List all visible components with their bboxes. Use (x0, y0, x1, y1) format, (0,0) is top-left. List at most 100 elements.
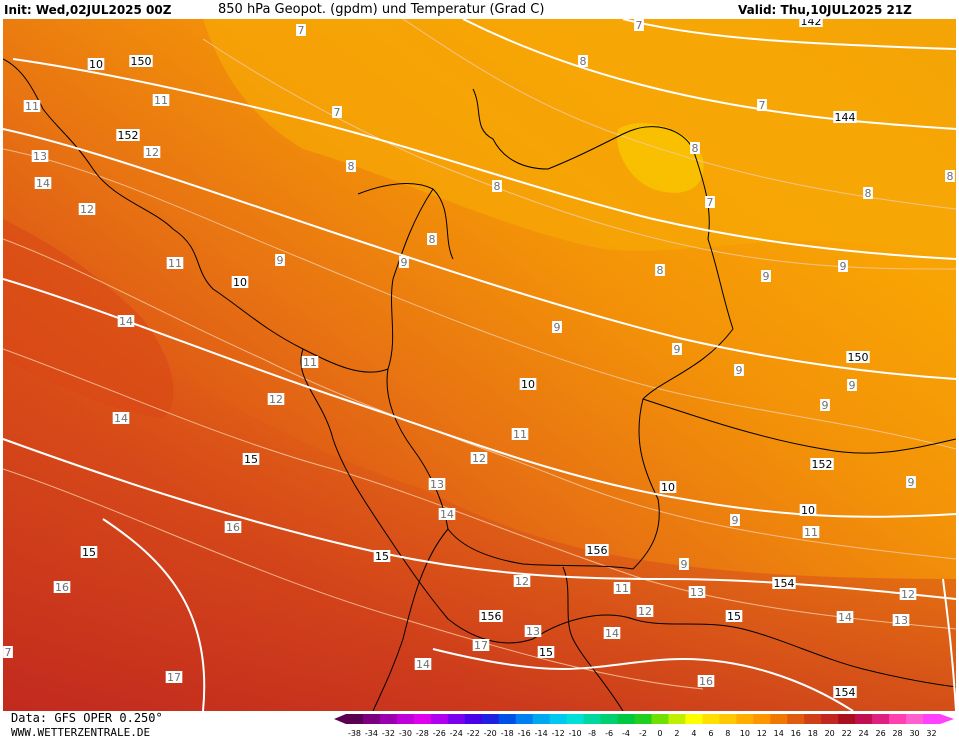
temperature-label-box (267, 393, 285, 405)
temperature-label: 14 (438, 508, 456, 521)
legend-tick: 10 (740, 729, 750, 738)
legend-tick: 22 (842, 729, 852, 738)
temperature-label-text: 9 (908, 476, 915, 489)
geopotential-label-box (537, 646, 555, 658)
temperature-label: 7 (296, 24, 306, 37)
warm-south-zone (3, 299, 956, 711)
temperature-label-box (705, 196, 715, 208)
legend-swatch (685, 714, 703, 724)
temperature-label: 7 (705, 196, 715, 209)
geopotential-label-text: 15 (539, 646, 553, 659)
geopotential-label-box (846, 351, 870, 363)
temperature-label: 8 (863, 187, 873, 200)
temperature-label-text: 17 (474, 639, 488, 652)
temperature-label-box (53, 581, 71, 593)
legend-tick: -22 (467, 729, 480, 738)
temperature-label: 8 (492, 180, 502, 193)
temperature-label-text: 12 (472, 452, 486, 465)
temperature-label-box (470, 452, 488, 464)
legend-tick: 8 (725, 729, 730, 738)
legend-tick: 0 (657, 729, 662, 738)
temperature-label: 7 (332, 106, 342, 119)
temperature-label: 9 (552, 321, 562, 334)
geopotential-label-box (519, 378, 537, 390)
temperature-label: 8 (578, 55, 588, 68)
geopotential-label-box (799, 19, 823, 27)
geopotential-label-text: 10 (661, 481, 675, 494)
legend-swatch (346, 714, 364, 724)
temperature-label-text: 13 (526, 625, 540, 638)
temperature-label: 11 (511, 428, 529, 441)
temperature-label-box (688, 586, 706, 598)
legend-swatch (770, 714, 788, 724)
temperature-label-box (224, 521, 242, 533)
geopotential-label-text: 15 (244, 453, 258, 466)
legend-tick: -28 (416, 729, 429, 738)
legend-swatch (719, 714, 737, 724)
temperature-label: 9 (679, 558, 689, 571)
geopotential-label-text: 10 (233, 276, 247, 289)
geopotential-label-box (772, 577, 796, 589)
legend-swatch (447, 714, 466, 724)
geopotential-label-text: 10 (89, 58, 103, 71)
legend-swatch (889, 714, 907, 724)
legend-tick: -14 (535, 729, 548, 738)
temperature-label-text: 12 (269, 393, 283, 406)
map-header: Init: Wed,02JUL2025 00Z 850 hPa Geopot. … (0, 0, 959, 19)
temperature-label: 12 (899, 588, 917, 601)
temperature-label: 13 (428, 478, 446, 491)
temperature-label-box (143, 146, 161, 158)
geopotential-label-text: 15 (82, 546, 96, 559)
temperature-label-text: 12 (638, 605, 652, 618)
geopotential-label-text: 150 (131, 55, 152, 68)
temperature-label: 12 (267, 393, 285, 406)
temperature-label: 12 (78, 203, 96, 216)
legend-tick: -8 (588, 729, 596, 738)
temperature-label-text: 13 (894, 614, 908, 627)
legend-tick: -38 (348, 729, 361, 738)
geopotential-label-box (833, 111, 857, 123)
temperature-label: 7 (757, 99, 767, 112)
temperature-label-box (296, 24, 306, 36)
temperature-label-box (906, 476, 916, 488)
temperature-label: 11 (301, 356, 319, 369)
legend-swatch (872, 714, 890, 724)
temperature-label-box (679, 558, 689, 570)
geopotential-label: 156 (479, 610, 503, 623)
temperature-label: 12 (513, 575, 531, 588)
temperature-label-box (634, 19, 644, 31)
coolest-spot (617, 123, 704, 193)
legend-swatch (379, 714, 398, 724)
geopotential-label-box (373, 550, 391, 562)
geopotential-label-box (585, 544, 609, 556)
temperature-label-box (655, 264, 665, 276)
legend-tick: -34 (365, 729, 378, 738)
temperature-label-text: 8 (429, 233, 436, 246)
legend-tick: -30 (399, 729, 412, 738)
temperature-label-text: 8 (348, 160, 355, 173)
legend-tick: 4 (691, 729, 696, 738)
temperature-label-box (697, 675, 715, 687)
temperature-label-text: 11 (25, 100, 39, 113)
temperature-label: 14 (112, 412, 130, 425)
temperature-label-text: 8 (947, 170, 954, 183)
temperature-label-text: 8 (494, 180, 501, 193)
legend-tick: 14 (774, 729, 784, 738)
legend-tick: -12 (552, 729, 565, 738)
temperature-label-text: 13 (33, 150, 47, 163)
temperature-label-text: 9 (674, 343, 681, 356)
legend-swatch (498, 714, 517, 724)
temperature-label: 16 (224, 521, 242, 534)
temperature-label-box (838, 260, 848, 272)
temperature-label-text: 12 (80, 203, 94, 216)
geopotential-labels: 150 152 142 144 150 152 154 154 156 156 15 15 15 15 15… (80, 19, 870, 699)
geopotential-label: 152 (116, 129, 140, 142)
legend-swatch (464, 714, 483, 724)
geopotential-label: 10 (659, 481, 677, 494)
temperature-label: 16 (53, 581, 71, 594)
map-title: 850 hPa Geopot. (gpdm) und Temperatur (G… (218, 2, 545, 17)
temperature-legend: -38 -34 -32 -30 -28 -26 -24 -22 -20 -18 -16 -14 -12-… (334, 714, 954, 738)
geopotential-label-text: 15 (375, 550, 389, 563)
temperature-label-box (863, 187, 873, 199)
temperature-label-box (427, 233, 437, 245)
